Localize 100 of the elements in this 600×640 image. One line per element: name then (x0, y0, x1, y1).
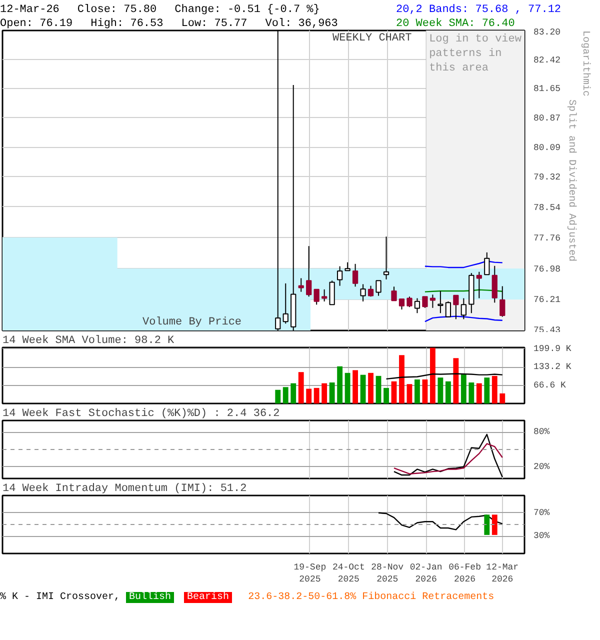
band-label: Log in to view patterns in this area (429, 34, 522, 74)
chart-title: 14 Week SMA Volume: 98.2 K (2, 335, 175, 347)
text: Change: -0.51 {-0.7 %} (174, 4, 320, 16)
bar (306, 388, 312, 404)
text: Close: 75.80 (77, 4, 157, 16)
bar (399, 355, 404, 404)
y-tick-label: 70% (534, 508, 550, 518)
text: Vol: 36,963 (265, 18, 338, 30)
text: Open: 76.19 (0, 18, 73, 30)
y-tick-label: 80.87 (534, 113, 561, 124)
y-tick-label: 77.76 (534, 233, 561, 244)
bar (391, 381, 397, 404)
candlestick (306, 246, 312, 298)
x-tick-label: 12-Mar 2026 (486, 562, 519, 584)
candlestick (360, 284, 366, 302)
bar (337, 366, 343, 404)
candlestick (398, 298, 405, 310)
bar (298, 372, 304, 404)
candlestick (484, 252, 490, 276)
bar (282, 387, 288, 404)
bar (384, 388, 389, 404)
chart-title: 14 Week Intraday Momentum (IMI): 51.2 (2, 483, 247, 495)
bar (468, 382, 474, 404)
candlestick (445, 300, 452, 318)
candlestick (492, 265, 498, 304)
text: Bullish (126, 592, 174, 603)
bar (430, 348, 436, 404)
bar (492, 376, 498, 404)
y-tick-label: 133.2 K (534, 362, 572, 372)
annotation: Volume By Price (142, 316, 242, 328)
bar (368, 372, 374, 404)
y-tick-label: 82.42 (534, 55, 561, 66)
y-tick-label: 30% (534, 531, 550, 542)
bar (476, 383, 482, 404)
candlestick (476, 271, 482, 299)
candlestick (414, 298, 420, 314)
bar (484, 378, 490, 404)
y-tick-label: 83.20 (534, 28, 561, 38)
y-tick-label: 76.21 (534, 295, 561, 306)
bar (438, 378, 444, 404)
candlestick (298, 278, 304, 292)
x-tick-label: 19-Sep 2025 (294, 562, 326, 584)
bar (290, 383, 296, 404)
chart-title: 14 Week Fast Stochastic (%K)%D) : 2.4 36.2 (2, 408, 280, 420)
y-tick-label: 76.98 (534, 264, 561, 274)
bar (406, 384, 412, 404)
text: High: 76.53 (90, 18, 164, 30)
candlestick (438, 290, 444, 314)
text: Logarithmic (580, 30, 592, 97)
candlestick (406, 296, 412, 308)
y-tick-label: 80% (534, 427, 550, 438)
bar (329, 382, 335, 404)
line-series (393, 443, 503, 474)
bar (376, 376, 382, 404)
text: 20 Week SMA: 76.40 (396, 18, 515, 30)
candlestick (500, 286, 506, 318)
candlestick (376, 280, 382, 296)
y-tick-label: 80.09 (534, 143, 561, 154)
y-tick-label: 20% (534, 462, 550, 472)
bar (414, 379, 420, 404)
x-tick-label: 02-Jan 2026 (410, 562, 442, 584)
line-series (378, 512, 503, 530)
y-tick-label: 78.54 (534, 202, 561, 213)
legend-title: % K - IMI Crossover, (0, 592, 120, 603)
x-tick-label: 28-Nov 2025 (371, 562, 404, 584)
bar (344, 372, 350, 404)
text: Bearish (184, 592, 232, 603)
bar (453, 358, 459, 404)
candlestick (322, 288, 328, 302)
candlestick (383, 236, 390, 280)
y-axis-title: Split and Dividend Adjusted (566, 99, 578, 262)
text: 20,2 Bands: 75.68 , 77.12 (396, 3, 562, 17)
bar (314, 388, 320, 404)
candlestick (453, 294, 459, 320)
bar (352, 370, 358, 404)
bar (360, 374, 366, 404)
candlestick (352, 263, 358, 288)
candlestick (314, 288, 320, 306)
x-tick-label: 24-Oct 2025 (332, 562, 365, 584)
bar (275, 390, 281, 404)
candlestick (430, 294, 436, 308)
candlestick (460, 298, 466, 320)
bar (500, 393, 506, 404)
bar (322, 383, 328, 404)
y-tick-label: 66.6 K (534, 380, 567, 390)
annotation: WEEKLY CHART (332, 32, 412, 44)
bar (460, 374, 466, 404)
x-tick-label: 06-Feb 2026 (448, 562, 481, 584)
text: Low: 75.77 (181, 18, 248, 30)
candlestick (422, 296, 428, 308)
text: 12-Mar-26 (0, 4, 60, 16)
candlestick (282, 282, 288, 324)
candlestick (336, 266, 343, 286)
y-tick-label: 199.9 K (534, 344, 572, 354)
candlestick (391, 286, 397, 302)
y-tick-label: 79.32 (534, 172, 561, 183)
candlestick (329, 280, 335, 306)
bar (445, 381, 451, 404)
bar (422, 379, 428, 404)
y-tick-label: 81.65 (534, 84, 561, 94)
